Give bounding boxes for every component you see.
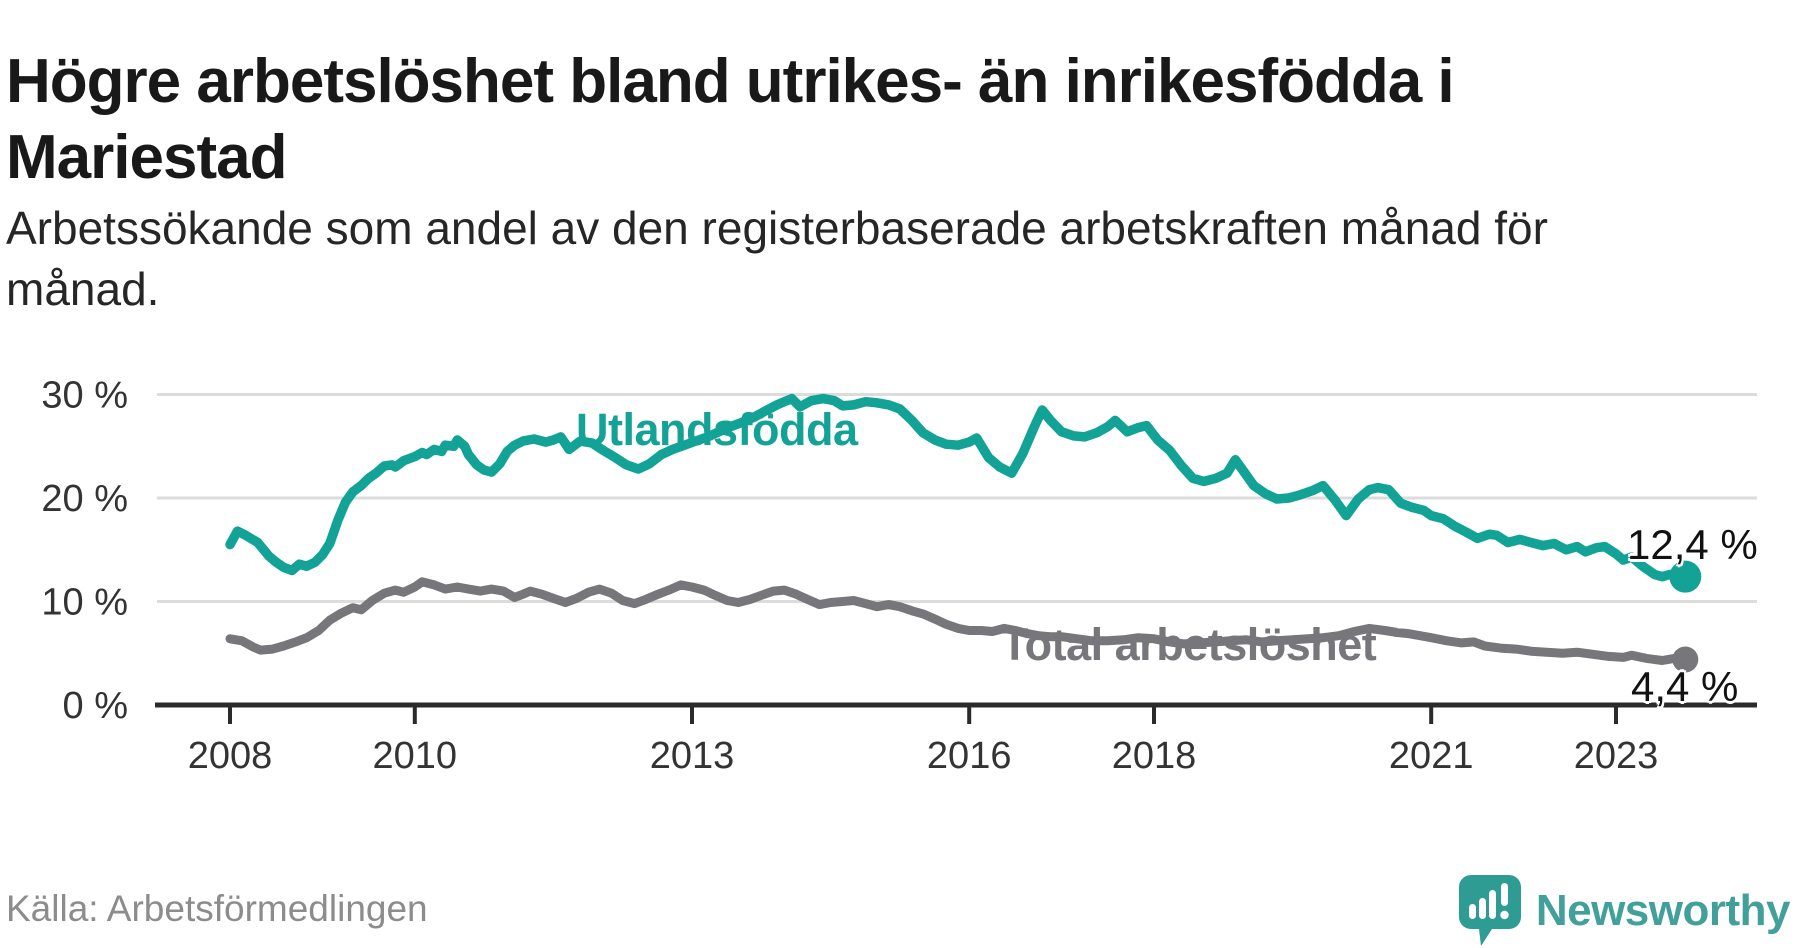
x-tick-label-2008: 2008 xyxy=(188,735,273,777)
page-subtitle: Arbetssökande som andel av den registerb… xyxy=(6,198,1566,320)
page-title-line1: Högre arbetslöshet bland utrikes- än inr… xyxy=(6,46,1455,116)
x-tick-label-2013: 2013 xyxy=(650,735,735,777)
series-line-0 xyxy=(225,393,1691,582)
y-tick-label-20: 20 % xyxy=(41,478,128,520)
x-tick-label-2021: 2021 xyxy=(1389,735,1474,777)
speech-bubble-bar-chart-icon xyxy=(1458,875,1521,946)
y-tick-label-10: 10 % xyxy=(41,582,128,624)
series-end-dot-0 xyxy=(1669,560,1702,593)
page-subtitle-line1: Arbetssökande som andel av den registerb… xyxy=(6,202,1548,254)
x-tick-label-2018: 2018 xyxy=(1112,735,1197,777)
newsworthy-logo: Newsworthy xyxy=(1458,874,1791,948)
y-tick-label-0: 0 % xyxy=(63,685,128,727)
series-label-utlandsfodda: Utlandsfödda xyxy=(576,404,858,455)
x-tick-label-2023: 2023 xyxy=(1574,735,1659,777)
y-tick-label-30: 30 % xyxy=(41,375,128,417)
end-value-label-total: 4,4 % xyxy=(1631,663,1739,710)
series-label-total-arbetsloshet: Total arbetslöshet xyxy=(1001,619,1377,670)
series-end-dot-1 xyxy=(1672,646,1699,673)
x-tick-label-2010: 2010 xyxy=(373,735,458,777)
page-title: Högre arbetslöshet bland utrikes- än inr… xyxy=(6,44,1786,196)
x-tick-label-2016: 2016 xyxy=(927,735,1012,777)
page-title-line2: Mariestad xyxy=(6,122,287,192)
series-line-1 xyxy=(225,577,1690,665)
newsworthy-wordmark: Newsworthy xyxy=(1535,886,1791,935)
end-value-label-utlandsfodda: 12,4 % xyxy=(1627,521,1758,568)
page-subtitle-line2: månad. xyxy=(6,263,160,315)
source-credit: Källa: Arbetsförmedlingen xyxy=(6,888,428,929)
